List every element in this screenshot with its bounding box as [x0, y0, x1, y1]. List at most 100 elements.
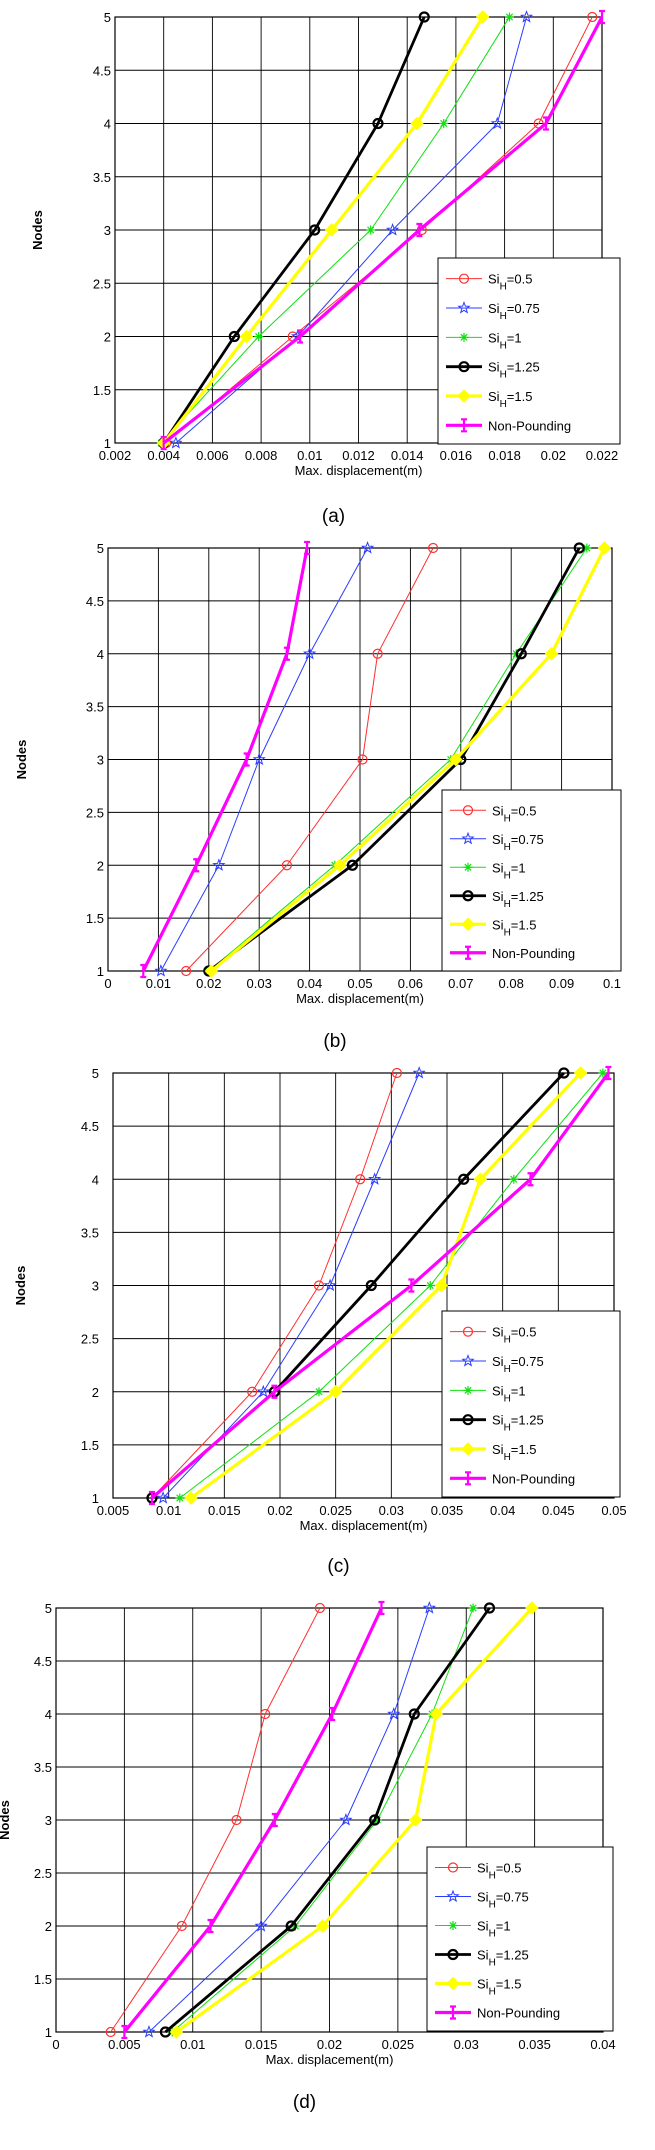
y-axis-label: Nodes: [0, 1800, 12, 1840]
y-tick-label: 4: [45, 1707, 52, 1722]
data-point: [193, 858, 200, 873]
legend-box: [437, 257, 621, 445]
legend-marker: [461, 1442, 475, 1456]
series-line: [160, 547, 368, 972]
legend-box: [441, 1310, 621, 1498]
y-tick-label: 5: [92, 1066, 99, 1081]
legend-entry: Non-Pounding: [435, 2005, 560, 2021]
legend-label: SiH=1.25: [488, 360, 540, 381]
y-axis-label: Nodes: [13, 1266, 28, 1306]
data-point: [573, 542, 585, 554]
y-tick-label: 4.5: [81, 1119, 99, 1134]
x-tick-label: 0.09: [549, 976, 574, 991]
data-point: [408, 1278, 415, 1293]
data-point: [346, 859, 359, 871]
legend-label: SiH=1.25: [492, 889, 544, 910]
panel-caption: (a): [322, 506, 345, 527]
series-line: [151, 1072, 398, 1499]
data-point: [360, 541, 375, 554]
plot-frame: [114, 16, 603, 444]
data-point: [429, 1707, 443, 1721]
data-point: [184, 1491, 198, 1505]
x-tick-label: 0.035: [518, 2037, 551, 2052]
x-tick-label: 0.005: [97, 1503, 130, 1518]
series-6: [140, 540, 311, 979]
y-tick-label: 1.5: [34, 1972, 52, 1987]
legend-marker: [457, 389, 471, 403]
data-point: [372, 648, 383, 659]
data-point: [425, 1281, 435, 1290]
y-tick-label: 5: [45, 1601, 52, 1616]
legend-label: SiH=0.75: [477, 1890, 529, 1911]
series-line: [110, 1607, 321, 2033]
legend-label: SiH=1: [492, 1383, 526, 1404]
data-point: [378, 1600, 385, 1616]
series-5: [204, 541, 612, 978]
x-tick-label: 0.006: [196, 448, 229, 463]
chart-panel-3: 0.005 0.01 0.015 0.02 0.025 0.03 0.035 0.04 0.04…: [13, 1065, 627, 1577]
data-point: [254, 1919, 268, 1932]
data-point: [408, 1708, 420, 1720]
data-point: [323, 1278, 337, 1292]
x-axis-label: Max. displacement(m): [300, 1518, 428, 1533]
legend-entry: SiH=0.5: [446, 272, 532, 292]
legend-box: [441, 789, 622, 972]
legend-entry: Non-Pounding: [446, 418, 571, 433]
y-tick-label: 1: [92, 1491, 99, 1506]
x-tick-label: 0.014: [391, 448, 424, 463]
legend-entry: SiH=0.75: [446, 301, 540, 322]
data-point: [243, 752, 250, 767]
data-point: [519, 10, 534, 23]
legend-marker: [463, 1385, 473, 1395]
chart-panel-2: 0 0.01 0.02 0.03 0.04 0.05 0.06 0.07 0.08 0.09 0.1…: [14, 540, 622, 1052]
series-line: [162, 16, 426, 444]
legend-label: Non-Pounding: [488, 418, 571, 433]
data-point: [148, 1490, 155, 1506]
legend-marker: [446, 1889, 460, 1903]
data-point: [458, 1173, 470, 1185]
series-1: [105, 1602, 326, 2038]
data-point: [260, 1708, 271, 1720]
x-tick-label: 0.03: [454, 2037, 479, 2052]
data-point: [598, 1068, 608, 1078]
x-tick-label: 0.02: [196, 976, 221, 991]
data-point: [303, 646, 317, 660]
data-point: [328, 1385, 343, 1399]
y-tick-label: 1.5: [81, 1438, 99, 1453]
x-tick-label: 0.03: [247, 976, 272, 991]
legend-entry: SiH=0.5: [450, 1325, 536, 1345]
x-tick-label: 0.03: [379, 1503, 404, 1518]
legend-label: SiH=1: [477, 1919, 511, 1940]
y-tick-label: 3.5: [93, 170, 111, 185]
series-6: [160, 9, 605, 451]
series-6: [148, 1065, 612, 1506]
data-point: [408, 1813, 423, 1827]
y-tick-label: 2: [97, 858, 104, 873]
y-tick-label: 3.5: [34, 1760, 52, 1775]
legend-entry: SiH=1.5: [450, 917, 536, 938]
legend-label: Non-Pounding: [492, 1471, 575, 1486]
data-point: [357, 754, 368, 765]
legend-entry: SiH=0.75: [450, 1354, 544, 1375]
data-point: [285, 1920, 297, 1932]
legend: SiH=0.5 SiH=0.75 SiH=1 SiH=1.25 SiH=1.5 Non-P…: [441, 1310, 621, 1498]
data-point: [207, 1918, 214, 1934]
data-point: [140, 963, 147, 979]
legend-marker: [459, 332, 469, 342]
legend-marker: [462, 1414, 474, 1426]
panel-caption: (c): [327, 1556, 349, 1577]
data-point: [315, 1919, 330, 1933]
x-axis-label: Max. displacement(m): [295, 463, 423, 478]
data-point: [372, 117, 384, 130]
data-point: [314, 1387, 324, 1397]
y-tick-label: 2: [92, 1385, 99, 1400]
data-point: [156, 1491, 170, 1504]
data-point: [271, 1812, 278, 1828]
y-tick-label: 1: [104, 436, 111, 451]
y-tick-label: 4: [97, 647, 104, 662]
legend-marker: [448, 1921, 458, 1930]
data-point: [490, 116, 504, 130]
legend-entry: SiH=0.5: [450, 803, 536, 824]
data-point: [369, 1814, 381, 1826]
data-point: [239, 329, 254, 344]
